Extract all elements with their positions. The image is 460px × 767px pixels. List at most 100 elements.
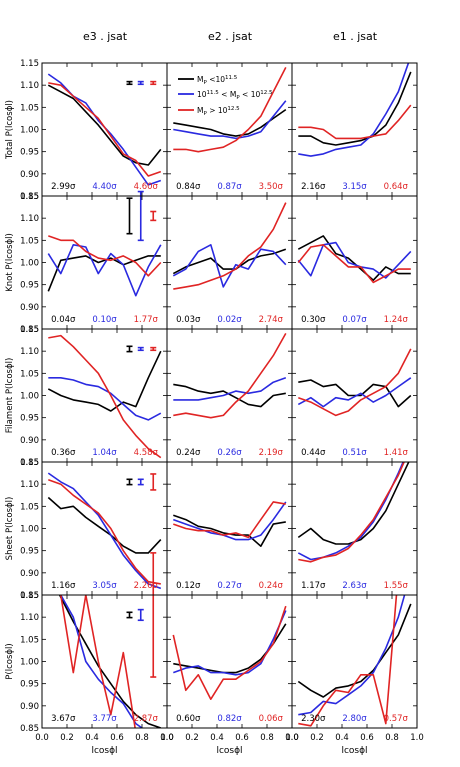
y-tick-label: 1.10 <box>20 214 39 224</box>
series-line-low-mass <box>47 350 162 412</box>
series-line-low-mass <box>172 248 287 275</box>
y-tick-label: 0.95 <box>20 148 39 158</box>
y-tick-label: 0.85 <box>20 591 39 601</box>
y-tick-label: 0.90 <box>20 569 39 579</box>
panel-r1-c0: 0.04σ 0.10σ 1.77σ 0.85 0.90 0.95 1.00 1.05 1.10 1… <box>20 190 168 335</box>
y-tick-label: 1.10 <box>20 613 39 623</box>
x-tick-label: 0.4 <box>85 733 99 743</box>
x-axis-label: lcosϕl <box>91 746 117 756</box>
significance-high-mass: 2.74σ <box>259 315 284 325</box>
legend-label-high: MP > 1012.5 <box>197 106 240 117</box>
panel-r0-c1: 0.84σ 0.87σ 3.50σ <box>166 62 293 197</box>
series-line-mid-mass <box>48 376 162 421</box>
significance-high-mass: 2.19σ <box>259 448 284 458</box>
y-tick-label: 1.00 <box>20 658 39 668</box>
y-tick-label: 1.00 <box>20 392 39 402</box>
series-line-mid-mass <box>297 377 412 408</box>
significance-mid-mass: 0.26σ <box>217 448 242 458</box>
y-tick-label: 1.10 <box>20 480 39 490</box>
x-tick-label: 0.2 <box>185 733 199 743</box>
panel-frame <box>166 195 293 330</box>
panel-lines <box>172 605 287 701</box>
x-tick-label: 0.0 <box>35 733 49 743</box>
significance-low-mass: 1.17σ <box>301 581 326 591</box>
significance-mid-mass: 0.02σ <box>217 315 242 325</box>
row-label-1: Knot P(lcosϕl) <box>5 233 15 292</box>
significance-mid-mass: 3.05σ <box>92 581 117 591</box>
series-line-high-mass <box>173 333 287 419</box>
y-tick-label: 0.85 <box>20 724 39 734</box>
series-line-high-mass <box>173 501 286 539</box>
series-line-mid-mass <box>297 241 412 279</box>
series-line-mid-mass <box>172 244 287 288</box>
y-tick-label: 1.15 <box>20 192 39 202</box>
series-line-high-mass <box>297 244 411 284</box>
series-line-high-mass <box>298 462 405 563</box>
y-tick-label: 1.15 <box>20 325 39 335</box>
panel-r2-c2: 0.44σ 0.51σ 1.41σ <box>291 328 418 463</box>
y-tick-label: 1.15 <box>20 458 39 468</box>
errorbar-low-mass <box>126 80 133 86</box>
significance-low-mass: 0.60σ <box>176 714 201 724</box>
x-tick-label: 0.0 <box>285 733 299 743</box>
panel-r0-c0: 2.99σ 4.40σ 4.60σ 0.85 0.90 0.95 1.00 1.05 1.10 1… <box>20 59 168 202</box>
significance-mid-mass: 2.80σ <box>342 714 367 724</box>
significance-high-mass: 0.06σ <box>259 714 284 724</box>
column-title-e3: e3 . jsat <box>83 30 128 43</box>
x-tick-label: 0.4 <box>335 733 349 743</box>
row-label-0: Total P(lcosϕl) <box>5 100 15 160</box>
panel-grid: 2.99σ 4.40σ 4.60σ0.850.900.951.001.051.101… <box>5 59 424 756</box>
y-tick-label: 1.15 <box>20 591 39 601</box>
series-line-mid-mass <box>47 73 162 186</box>
significance-low-mass: 0.04σ <box>51 315 76 325</box>
significance-low-mass: 0.12σ <box>176 581 201 591</box>
legend-label-low: MP <1011.5 <box>197 75 238 86</box>
panel-lines <box>173 333 287 419</box>
errorbar-mid-mass <box>137 608 144 622</box>
series-line-mid-mass <box>173 377 287 401</box>
series-line-low-mass <box>297 235 411 282</box>
panel-lines <box>47 472 162 590</box>
series-line-high-mass <box>48 478 161 585</box>
legend-label-mid: 1011.5 < MP < 1012.5 <box>197 90 273 101</box>
series-line-high-mass <box>59 595 136 728</box>
panel-lines <box>297 595 412 727</box>
significance-mid-mass: 3.77σ <box>92 714 117 724</box>
panel-r3-c0: 1.16σ 3.05σ 2.26σ 0.85 0.90 0.95 1.00 1.05 1.10 1… <box>20 458 168 601</box>
significance-mid-mass: 0.87σ <box>217 182 242 192</box>
x-tick-label: 0.2 <box>60 733 74 743</box>
x-tick-label: 0.8 <box>260 733 274 743</box>
significance-high-mass: 0.57σ <box>384 714 409 724</box>
errorbar-mid-mass <box>137 346 144 352</box>
x-axis-label: lcosϕl <box>341 746 367 756</box>
panel-r4-c1: 0.60σ 0.82σ 0.06σ <box>166 594 293 729</box>
series-line-mid-mass <box>298 63 410 157</box>
x-tick-label: 1.0 <box>160 733 174 743</box>
series-line-mid-mass <box>59 595 144 728</box>
panel-frame <box>166 62 293 197</box>
y-tick-label: 1.10 <box>20 81 39 91</box>
significance-mid-mass: 0.07σ <box>342 315 367 325</box>
panel-lines <box>297 235 412 284</box>
significance-low-mass: 0.36σ <box>51 448 76 458</box>
significance-low-mass: 0.24σ <box>176 448 201 458</box>
series-line-low-mass <box>47 255 161 292</box>
errorbar-mid-mass <box>137 80 144 86</box>
panel-lines <box>58 595 162 728</box>
series-line-low-mass <box>298 71 412 146</box>
series-line-high-mass <box>298 595 398 727</box>
panel-r3-c2: 1.17σ 2.63σ 1.55σ <box>291 461 418 596</box>
significance-mid-mass: 4.40σ <box>92 182 117 192</box>
significance-high-mass: 2.26σ <box>134 581 159 591</box>
series-line-low-mass <box>47 84 162 166</box>
panel-r2-c0: 0.36σ 1.04σ 4.58σ 0.85 0.90 0.95 1.00 1.05 1.10 1… <box>20 325 168 468</box>
significance-high-mass: 0.24σ <box>259 581 284 591</box>
y-tick-label: 0.95 <box>20 281 39 291</box>
significance-high-mass: 3.50σ <box>259 182 284 192</box>
series-line-mid-mass <box>173 100 287 140</box>
errorbar-high-mass <box>150 473 157 491</box>
series-line-high-mass <box>48 334 162 459</box>
y-tick-label: 1.05 <box>20 103 39 113</box>
errorbar-high-mass <box>150 552 157 678</box>
